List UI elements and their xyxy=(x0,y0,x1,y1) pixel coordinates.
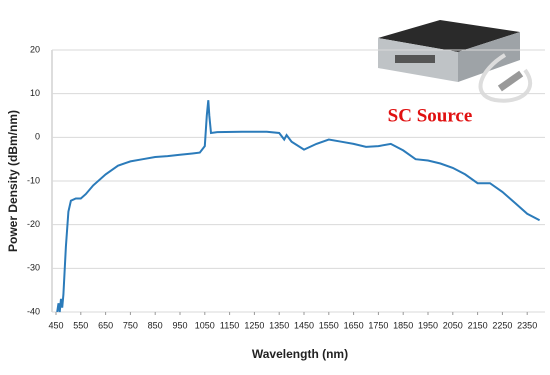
x-tick-label: 1950 xyxy=(418,320,438,330)
x-tick-label: 1650 xyxy=(344,320,364,330)
x-tick-label: 1750 xyxy=(368,320,388,330)
x-tick-label: 550 xyxy=(73,320,88,330)
x-tick-label: 1450 xyxy=(294,320,314,330)
x-tick-label: 1150 xyxy=(220,320,239,330)
y-tick-label: -40 xyxy=(27,306,40,316)
x-axis-label: Wavelength (nm) xyxy=(252,347,348,361)
x-tick-label: 1350 xyxy=(269,320,289,330)
y-axis-label: Power Density (dBm/nm) xyxy=(6,110,20,252)
spectrum-line xyxy=(56,100,541,313)
y-tick-label: 20 xyxy=(30,44,40,54)
x-tick-label: 1050 xyxy=(195,320,215,330)
x-tick-label: 650 xyxy=(98,320,113,330)
x-tick-label: 450 xyxy=(48,320,63,330)
x-tick-label: 1850 xyxy=(393,320,413,330)
x-tick-label: 1550 xyxy=(319,320,339,330)
device-image xyxy=(378,20,533,103)
y-tick-label: 0 xyxy=(35,132,40,142)
x-tick-label: 750 xyxy=(123,320,138,330)
x-tick-label: 2250 xyxy=(492,320,512,330)
y-tick-label: -10 xyxy=(27,175,40,185)
x-tick-label: 2350 xyxy=(517,320,537,330)
x-tick-label: 2050 xyxy=(443,320,463,330)
annotation: SC Source xyxy=(388,105,473,126)
y-tick-label: 10 xyxy=(30,88,40,98)
x-tick-label: 2150 xyxy=(468,320,488,330)
x-tick-label: 850 xyxy=(148,320,163,330)
x-tick-label: 950 xyxy=(172,320,187,330)
x-tick-label: 1250 xyxy=(244,320,264,330)
y-tick-label: -20 xyxy=(27,219,40,229)
y-tick-label: -30 xyxy=(27,263,40,273)
